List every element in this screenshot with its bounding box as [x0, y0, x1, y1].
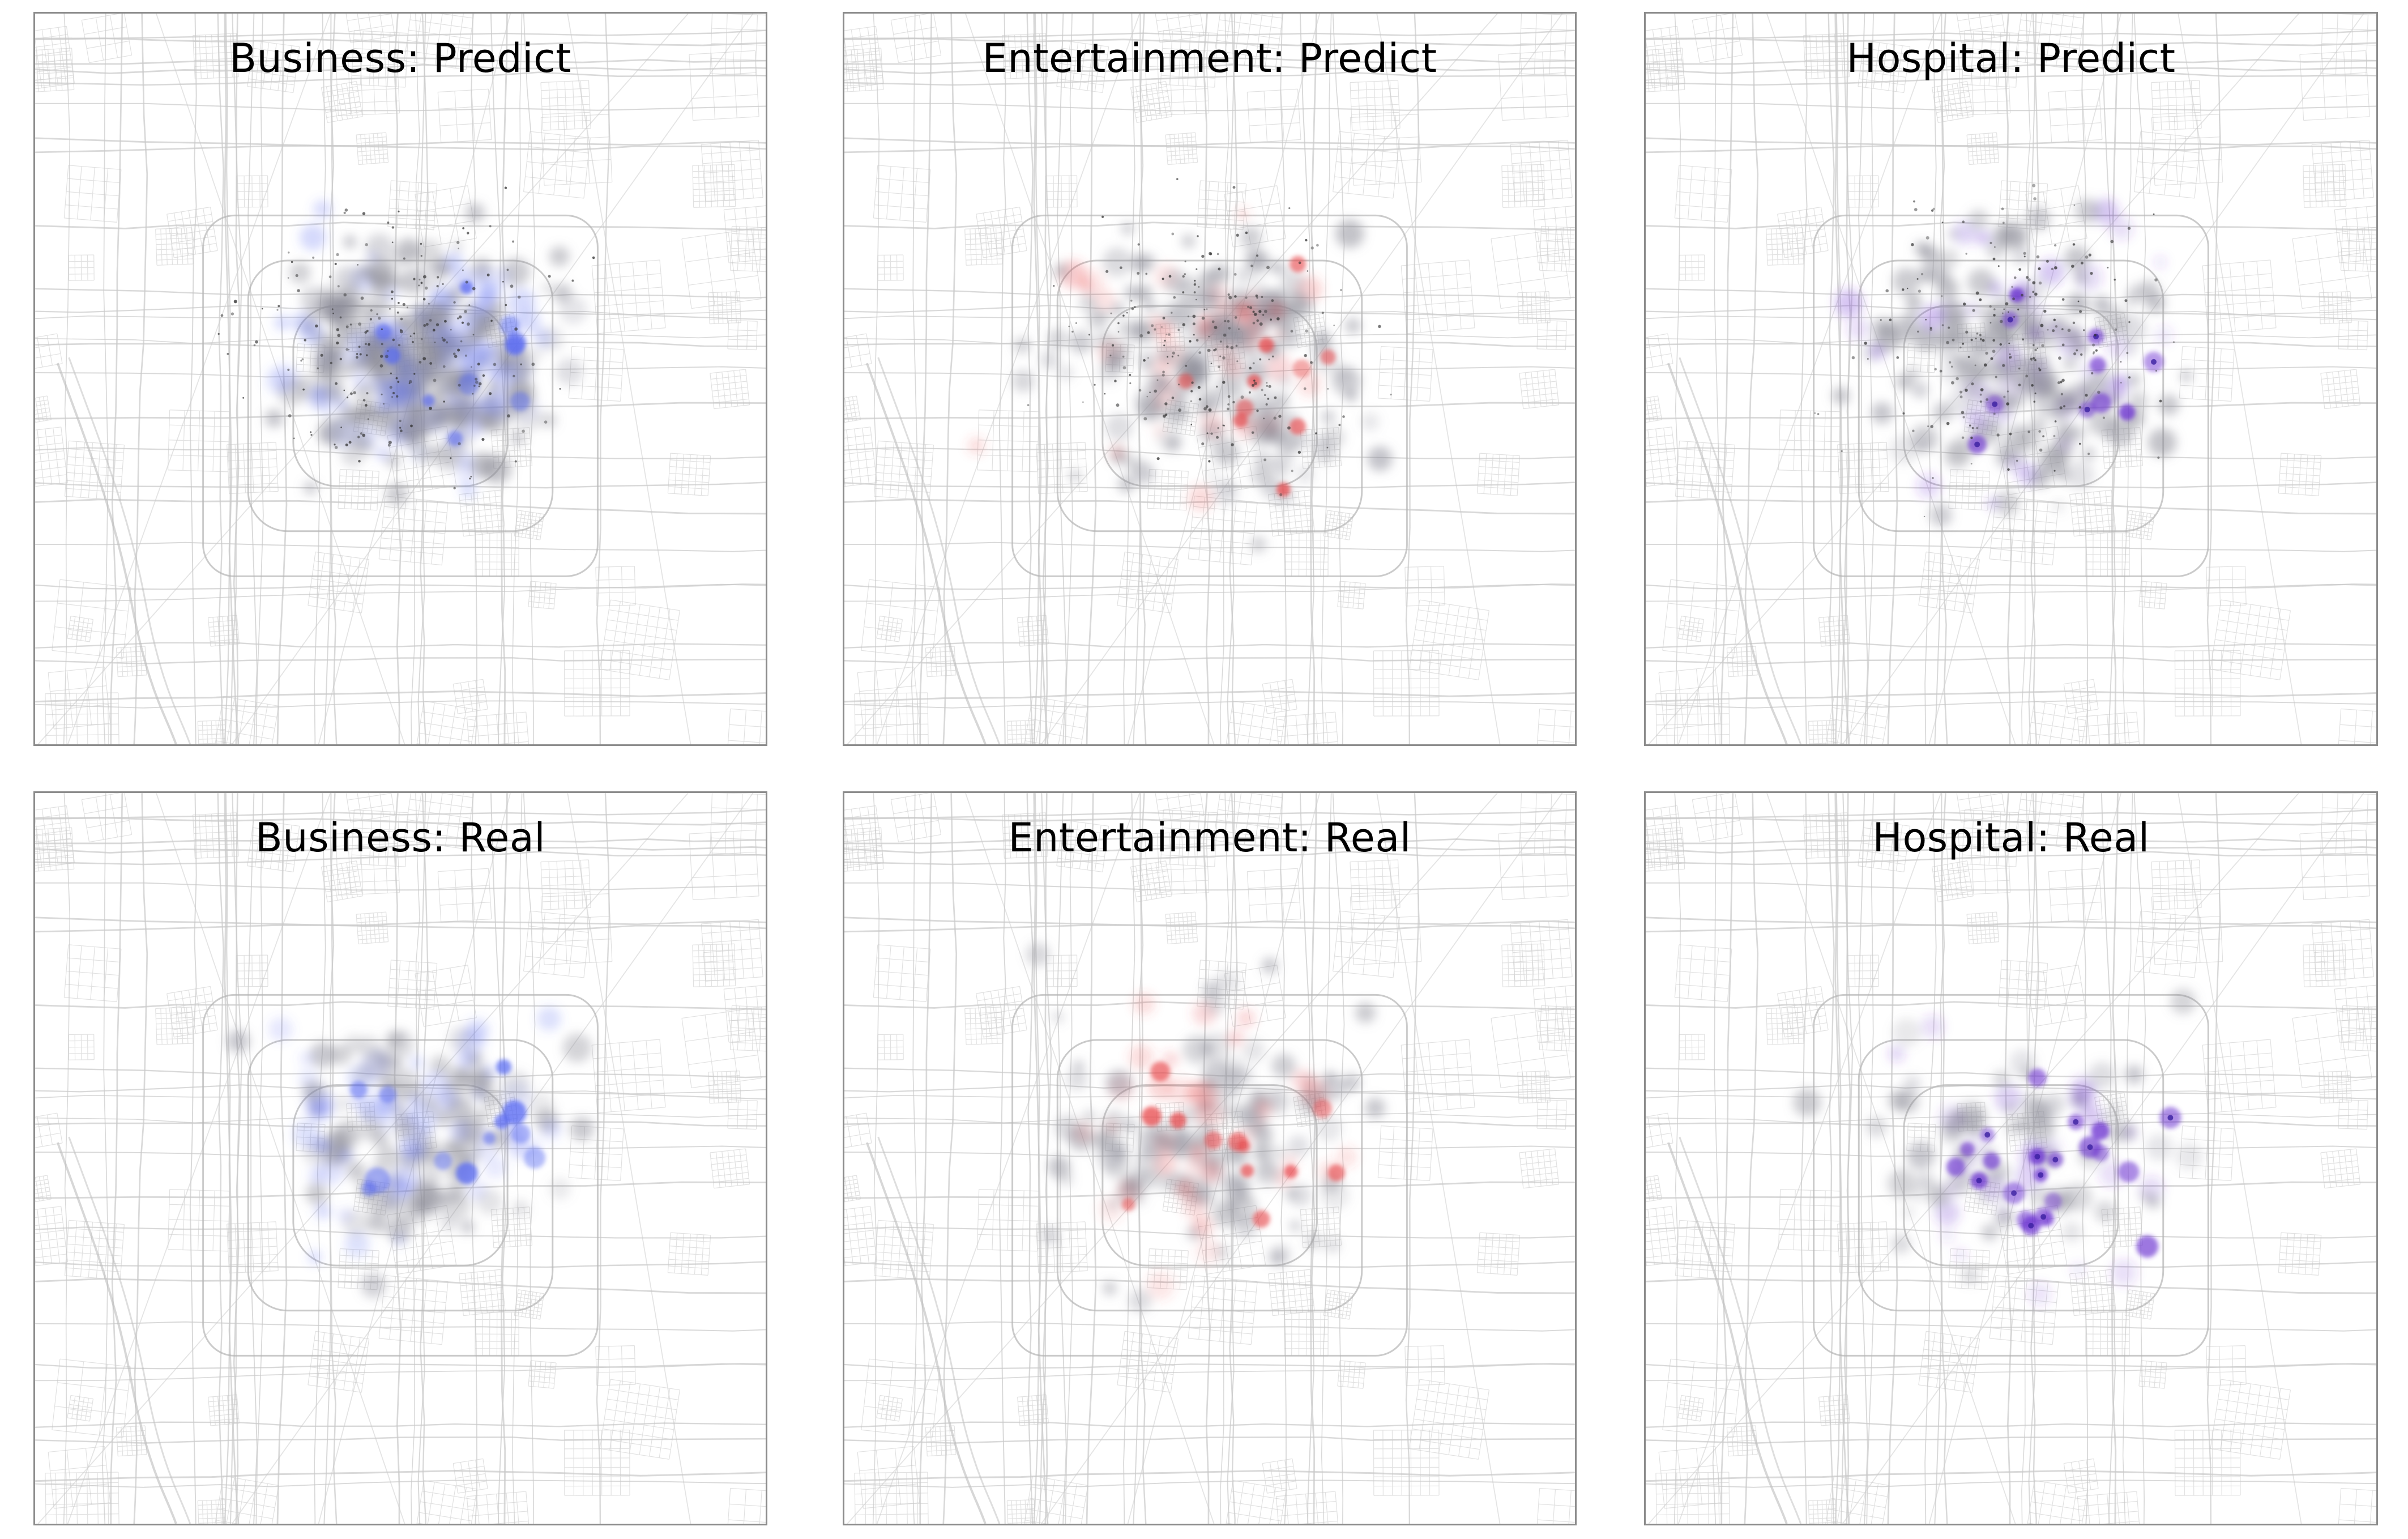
- density-blobs: [227, 1006, 595, 1298]
- roads-layer: [844, 14, 1575, 744]
- road-network-map: [35, 793, 766, 1524]
- density-blobs: [264, 199, 588, 506]
- panel-title: Hospital: Predict: [1846, 35, 2176, 82]
- density-blobs: [967, 208, 1393, 553]
- road-network-map: [1646, 14, 2376, 744]
- map-panel-entertainment-real: Entertainment: Real: [843, 791, 1577, 1525]
- roads-layer: [35, 14, 766, 744]
- map-panel-entertainment-predict: Entertainment: Predict: [843, 12, 1577, 746]
- panel-title: Entertainment: Predict: [982, 35, 1437, 82]
- point-markers: [1976, 1115, 2174, 1229]
- road-network-map: [1646, 793, 2376, 1524]
- panel-title: Hospital: Real: [1872, 815, 2150, 861]
- hotspot-blobs: [1178, 255, 1336, 497]
- density-blobs: [1026, 942, 1386, 1312]
- hotspot-blobs: [375, 280, 530, 446]
- point-markers: [1814, 184, 2175, 518]
- point-markers: [217, 186, 595, 489]
- road-network-map: [35, 14, 766, 744]
- road-network-map: [844, 14, 1575, 744]
- hotspot-blobs: [349, 1059, 546, 1196]
- hotspot-blobs: [1121, 1061, 1345, 1228]
- roads-layer: [1646, 14, 2376, 744]
- map-panel-business-real: Business: Real: [33, 791, 767, 1525]
- roads-layer: [1646, 793, 2376, 1524]
- map-panel-hospital-real: Hospital: Real: [1644, 791, 2378, 1525]
- point-markers: [1027, 178, 1392, 497]
- panel-title: Business: Predict: [229, 35, 572, 82]
- panel-title: Entertainment: Real: [1008, 815, 1411, 861]
- map-panel-hospital-predict: Hospital: Predict: [1644, 12, 2378, 746]
- panel-title: Business: Real: [255, 815, 546, 861]
- road-network-map: [844, 793, 1575, 1524]
- density-blobs: [1793, 988, 2203, 1306]
- map-panel-business-predict: Business: Predict: [33, 12, 767, 746]
